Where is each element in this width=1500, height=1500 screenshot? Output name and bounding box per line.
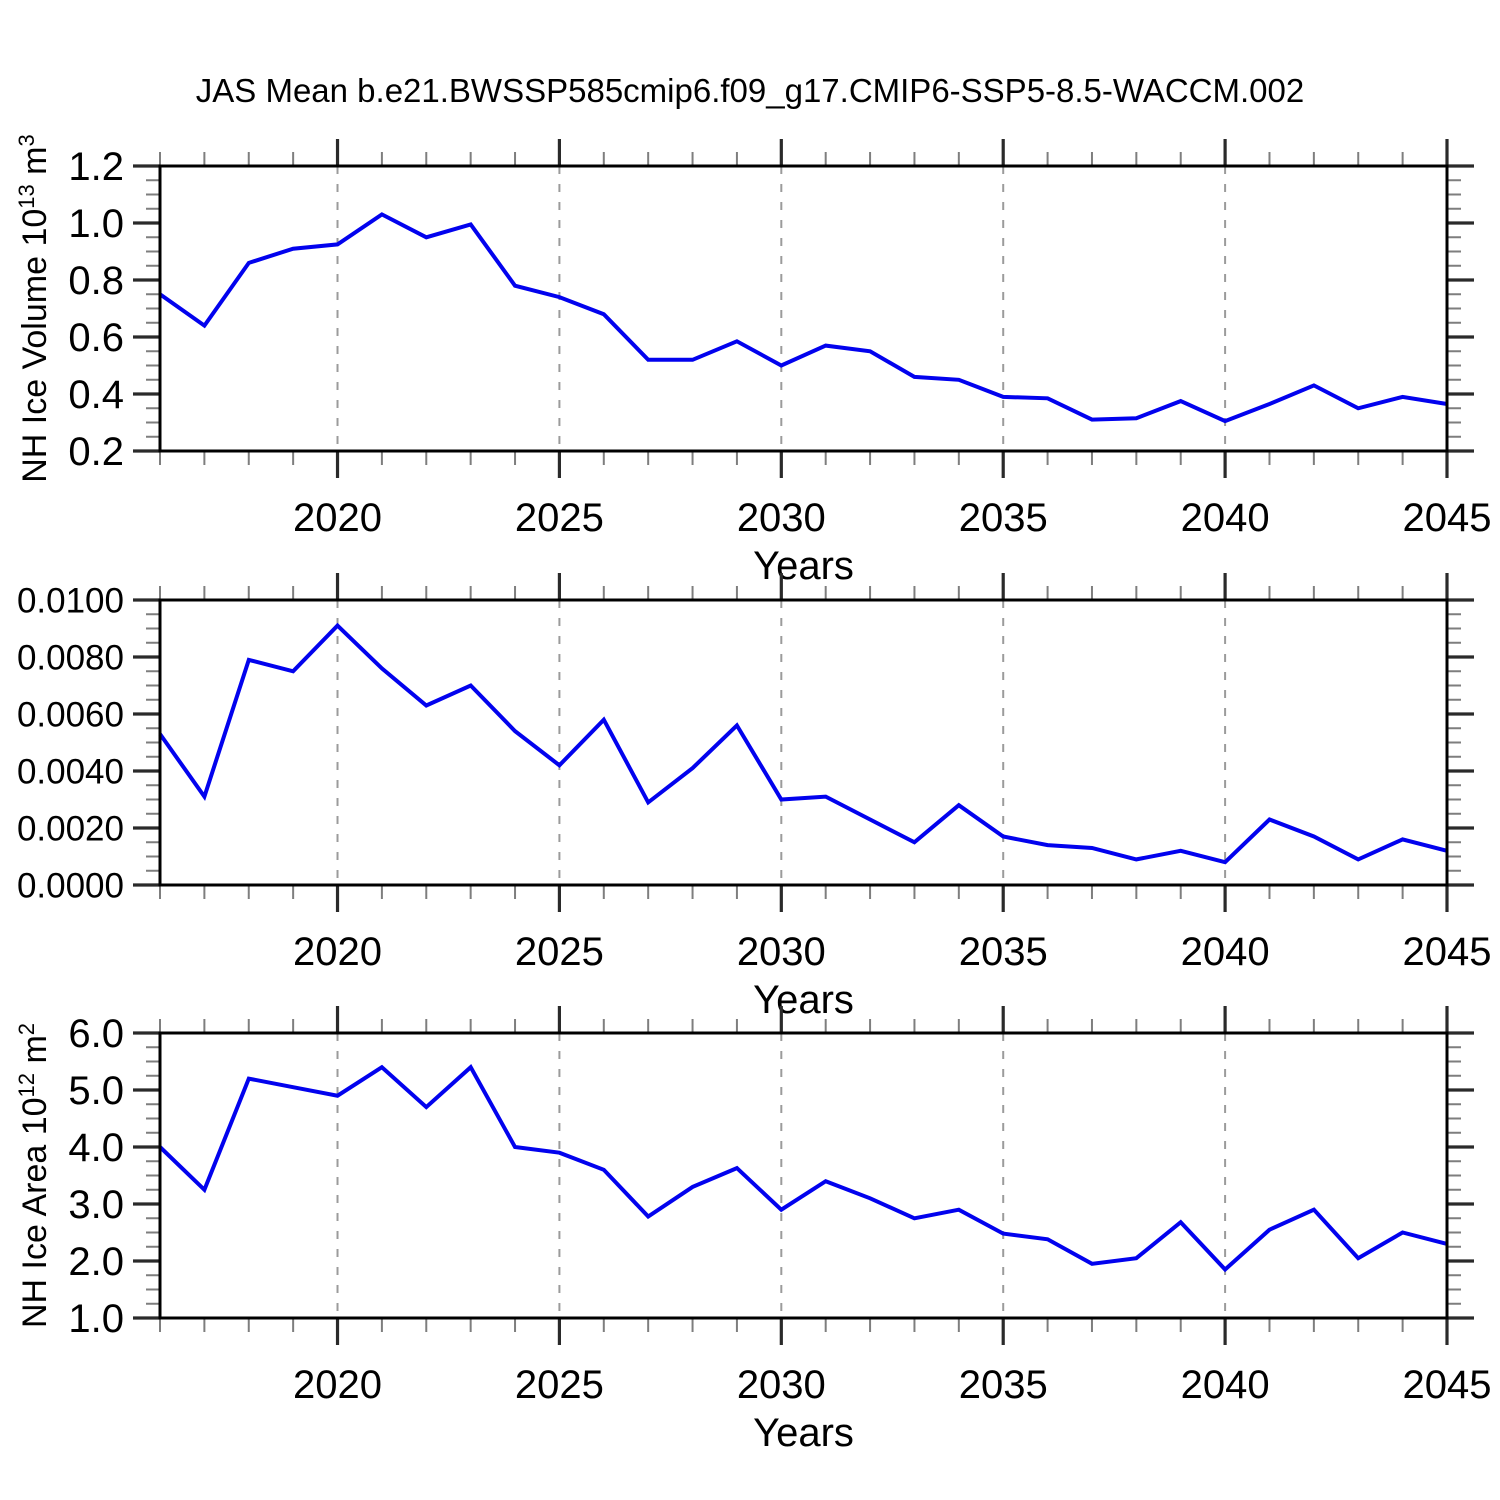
figure-title: JAS Mean b.e21.BWSSP585cmip6.f09_g17.CMI… [195, 72, 1305, 109]
y-tick-label: 0.8 [68, 259, 124, 303]
y-tick-label: 3.0 [68, 1183, 124, 1227]
x-tick-label: 2030 [737, 930, 826, 974]
x-tick-label: 2030 [737, 496, 826, 540]
x-tick-label: 2020 [293, 930, 382, 974]
y-tick-label: 0.4 [68, 373, 124, 417]
y-tick-label: 1.0 [68, 202, 124, 246]
plot-frame [158, 1031, 1449, 1320]
y-tick-label: 0.0000 [17, 866, 124, 905]
x-tick-label: 2040 [1181, 930, 1270, 974]
y-axis-title: NH Ice Volume 1013 m3 [14, 134, 54, 483]
y-tick-label: 0.0020 [17, 809, 124, 848]
x-axis-title: Years [753, 544, 854, 588]
y-tick-label: 0.0100 [17, 581, 124, 620]
x-axis-title: Years [753, 1411, 854, 1455]
x-tick-label: 2030 [737, 1363, 826, 1407]
y-tick-label: 0.0080 [17, 638, 124, 677]
x-tick-label: 2045 [1403, 930, 1492, 974]
plot-frame [158, 598, 1449, 887]
y-tick-label: 6.0 [68, 1012, 124, 1056]
x-tick-label: 2025 [515, 496, 604, 540]
y-tick-label: 2.0 [68, 1240, 124, 1284]
y-tick-label: 0.0040 [17, 752, 124, 791]
x-tick-label: 2045 [1403, 1363, 1492, 1407]
x-tick-label: 2035 [959, 1363, 1048, 1407]
x-tick-label: 2040 [1181, 1363, 1270, 1407]
x-tick-label: 2040 [1181, 496, 1270, 540]
panel-3: 1.0 2.0 3.0 4.0 5.0 6.0 2020 2025 2030 2035 2040 20… [14, 1006, 1491, 1455]
x-tick-label: 2025 [515, 930, 604, 974]
series-line [158, 622, 1448, 865]
x-tick-label: 2025 [515, 1363, 604, 1407]
x-tick-label: 2020 [293, 496, 382, 540]
y-axis-title: NH Ice Area 1012 m2 [14, 1023, 54, 1328]
series-line [158, 212, 1448, 424]
x-tick-label: 2045 [1403, 496, 1492, 540]
x-axis-title: Years [753, 978, 854, 1022]
y-tick-label: 0.2 [68, 430, 124, 474]
y-tick-label: 0.0060 [17, 695, 124, 734]
y-tick-label: 5.0 [68, 1069, 124, 1113]
series-line [158, 1064, 1448, 1273]
x-tick-label: 2035 [959, 496, 1048, 540]
y-tick-label: 0.6 [68, 316, 124, 360]
panel-1: 0.2 0.4 0.6 0.8 1.0 1.2 2020 2025 2030 2035 2040 20… [14, 134, 1491, 588]
y-tick-label: 1.2 [68, 145, 124, 189]
plot-frame [158, 164, 1449, 453]
x-tick-label: 2020 [293, 1363, 382, 1407]
y-tick-label: 1.0 [68, 1297, 124, 1341]
panel-2: 0.0000 0.0020 0.0040 0.0060 0.0080 0.0100 2020… [17, 573, 1492, 1022]
x-tick-label: 2035 [959, 930, 1048, 974]
y-tick-label: 4.0 [68, 1126, 124, 1170]
